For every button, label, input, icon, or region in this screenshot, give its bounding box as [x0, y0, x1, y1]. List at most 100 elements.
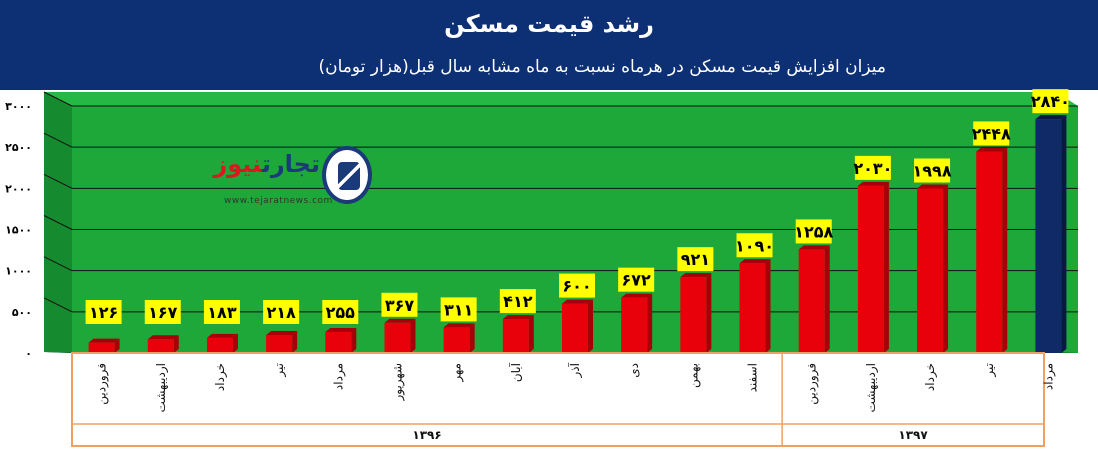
value-label: ۱۶۷: [148, 303, 178, 322]
bar: [502, 319, 529, 353]
bar-side: [114, 338, 120, 353]
value-label-box: [381, 292, 418, 317]
x-tick-label: فروردین: [95, 363, 110, 405]
bar-side: [528, 315, 534, 353]
bar-side: [588, 299, 593, 353]
logo-name-part1: تجارت: [261, 150, 320, 178]
y-tick-label: ۵۰۰: [12, 306, 32, 319]
bar: [1035, 119, 1062, 353]
value-label: ۲۵۵: [326, 303, 356, 322]
value-label: ۱۲۶: [89, 303, 118, 322]
x-tick-label: شهریور: [390, 363, 405, 402]
bar: [266, 335, 293, 353]
bar-top: [206, 333, 238, 338]
value-label-box: [203, 300, 240, 324]
bar-side: [232, 333, 238, 353]
value-label-box: [736, 233, 773, 258]
bar-side: [824, 245, 830, 353]
x-tick-label: اردیبهشت: [154, 363, 169, 412]
bar-top: [562, 299, 593, 304]
value-label-box: [973, 121, 1010, 146]
x-tick-label: بهمن: [686, 363, 701, 388]
logo-url: www.tejaratnews.com: [224, 196, 333, 206]
chart-header: رشد قیمت مسکن میزان افزایش قیمت مسکن در …: [0, 0, 1098, 90]
x-tick-label: آذر: [567, 362, 583, 378]
chart-subtitle: میزان افزایش قیمت مسکن در هرماه نسبت به …: [318, 57, 886, 77]
value-label: ۱۹۹۸: [913, 161, 952, 180]
gridline-side: [43, 256, 73, 272]
value-label-box: [322, 300, 359, 324]
bar-top: [976, 147, 1008, 152]
bar: [562, 303, 588, 353]
value-label-box: [1032, 89, 1069, 114]
value-label: ۱۸۳: [207, 303, 237, 322]
group-label: ۱۳۹۷: [898, 428, 928, 442]
value-label: ۲۱۸: [266, 303, 296, 322]
bar: [621, 297, 648, 353]
y-tick-label: ۱۵۰۰: [5, 224, 32, 237]
x-tick-label: مرداد: [331, 363, 346, 390]
bar: [917, 188, 944, 353]
bar-top: [147, 335, 179, 340]
x-tick-label: خرداد: [213, 363, 228, 391]
bar-top: [798, 245, 830, 250]
bar-side: [943, 184, 949, 353]
gridline-side: [43, 132, 73, 148]
bar-top: [621, 293, 653, 298]
bar-side: [351, 328, 357, 353]
bar: [88, 342, 115, 353]
value-label-box: [914, 158, 951, 183]
bar-side: [292, 331, 298, 353]
bar-top: [680, 273, 712, 278]
logo-name-part2: نیوز: [213, 150, 262, 178]
logo-emblem-icon: [322, 146, 372, 204]
x-axis-frame: [71, 352, 1045, 447]
bar-top: [857, 181, 889, 186]
y-axis: ۰ ۵۰۰ ۱۰۰۰ ۱۵۰۰ ۲۰۰۰ ۲۵۰۰ ۳۰۰۰: [5, 100, 32, 360]
bar-top: [917, 184, 949, 189]
bar-top: [384, 318, 416, 323]
bar-top: [502, 315, 534, 320]
bar: [857, 185, 884, 353]
bar: [325, 332, 352, 353]
value-label: ۶۰۰: [562, 277, 591, 296]
bar-side: [647, 293, 653, 353]
bar-side: [706, 273, 712, 353]
bar-top: [325, 328, 357, 333]
bar: [147, 339, 174, 353]
value-label-box: [85, 300, 122, 324]
value-label: ۳۶۷: [385, 296, 415, 315]
tejarat-news-logo: تجارتنیوز www.tejaratnews.com: [213, 146, 372, 214]
y-tick-label: ۰: [25, 347, 32, 360]
y-tick-label: ۲۰۰۰: [5, 182, 32, 195]
y-tick-label: ۲۵۰۰: [5, 141, 32, 154]
y-tick-label: ۱۰۰۰: [5, 265, 32, 278]
x-tick-label: اسفند: [746, 363, 760, 392]
chart-title: رشد قیمت مسکن: [444, 10, 654, 38]
x-tick-label: خرداد: [923, 363, 938, 391]
value-label-box: [144, 300, 181, 324]
bar-top: [266, 331, 298, 336]
x-tick-label: دی: [627, 363, 641, 378]
value-labels: ۱۲۶ ۱۶۷ ۱۸۳ ۲۱۸ ۲۵۵ ۳۶۷ ۳۱۱ ۴۱۲ ۶۰۰ ۶۷۲ ۹۲۱ ۱۰۹۰ ۱۲۵…: [85, 89, 1070, 324]
value-label-box: [677, 247, 714, 272]
value-label: ۲۸۴۰: [1031, 92, 1070, 111]
plot-top-edge: [44, 92, 1078, 106]
bar-side: [883, 181, 889, 353]
bar-side: [1002, 147, 1008, 353]
value-label: ۹۲۱: [681, 250, 710, 269]
bar-top: [739, 259, 771, 264]
value-label-box: [263, 300, 300, 324]
value-label: ۴۱۲: [503, 292, 533, 311]
x-tick-label: مرداد: [1041, 363, 1056, 390]
bar: [384, 322, 411, 353]
gridline-side: [43, 215, 73, 230]
value-label: ۲۰۳۰: [853, 159, 892, 178]
x-tick-label: مهر: [450, 363, 465, 383]
x-tick-label: اردیبهشت: [864, 363, 879, 412]
gridline-side: [43, 91, 73, 107]
value-label: ۲۴۴۸: [972, 124, 1011, 143]
bar-side: [469, 323, 475, 353]
gridline-side: [43, 173, 73, 189]
